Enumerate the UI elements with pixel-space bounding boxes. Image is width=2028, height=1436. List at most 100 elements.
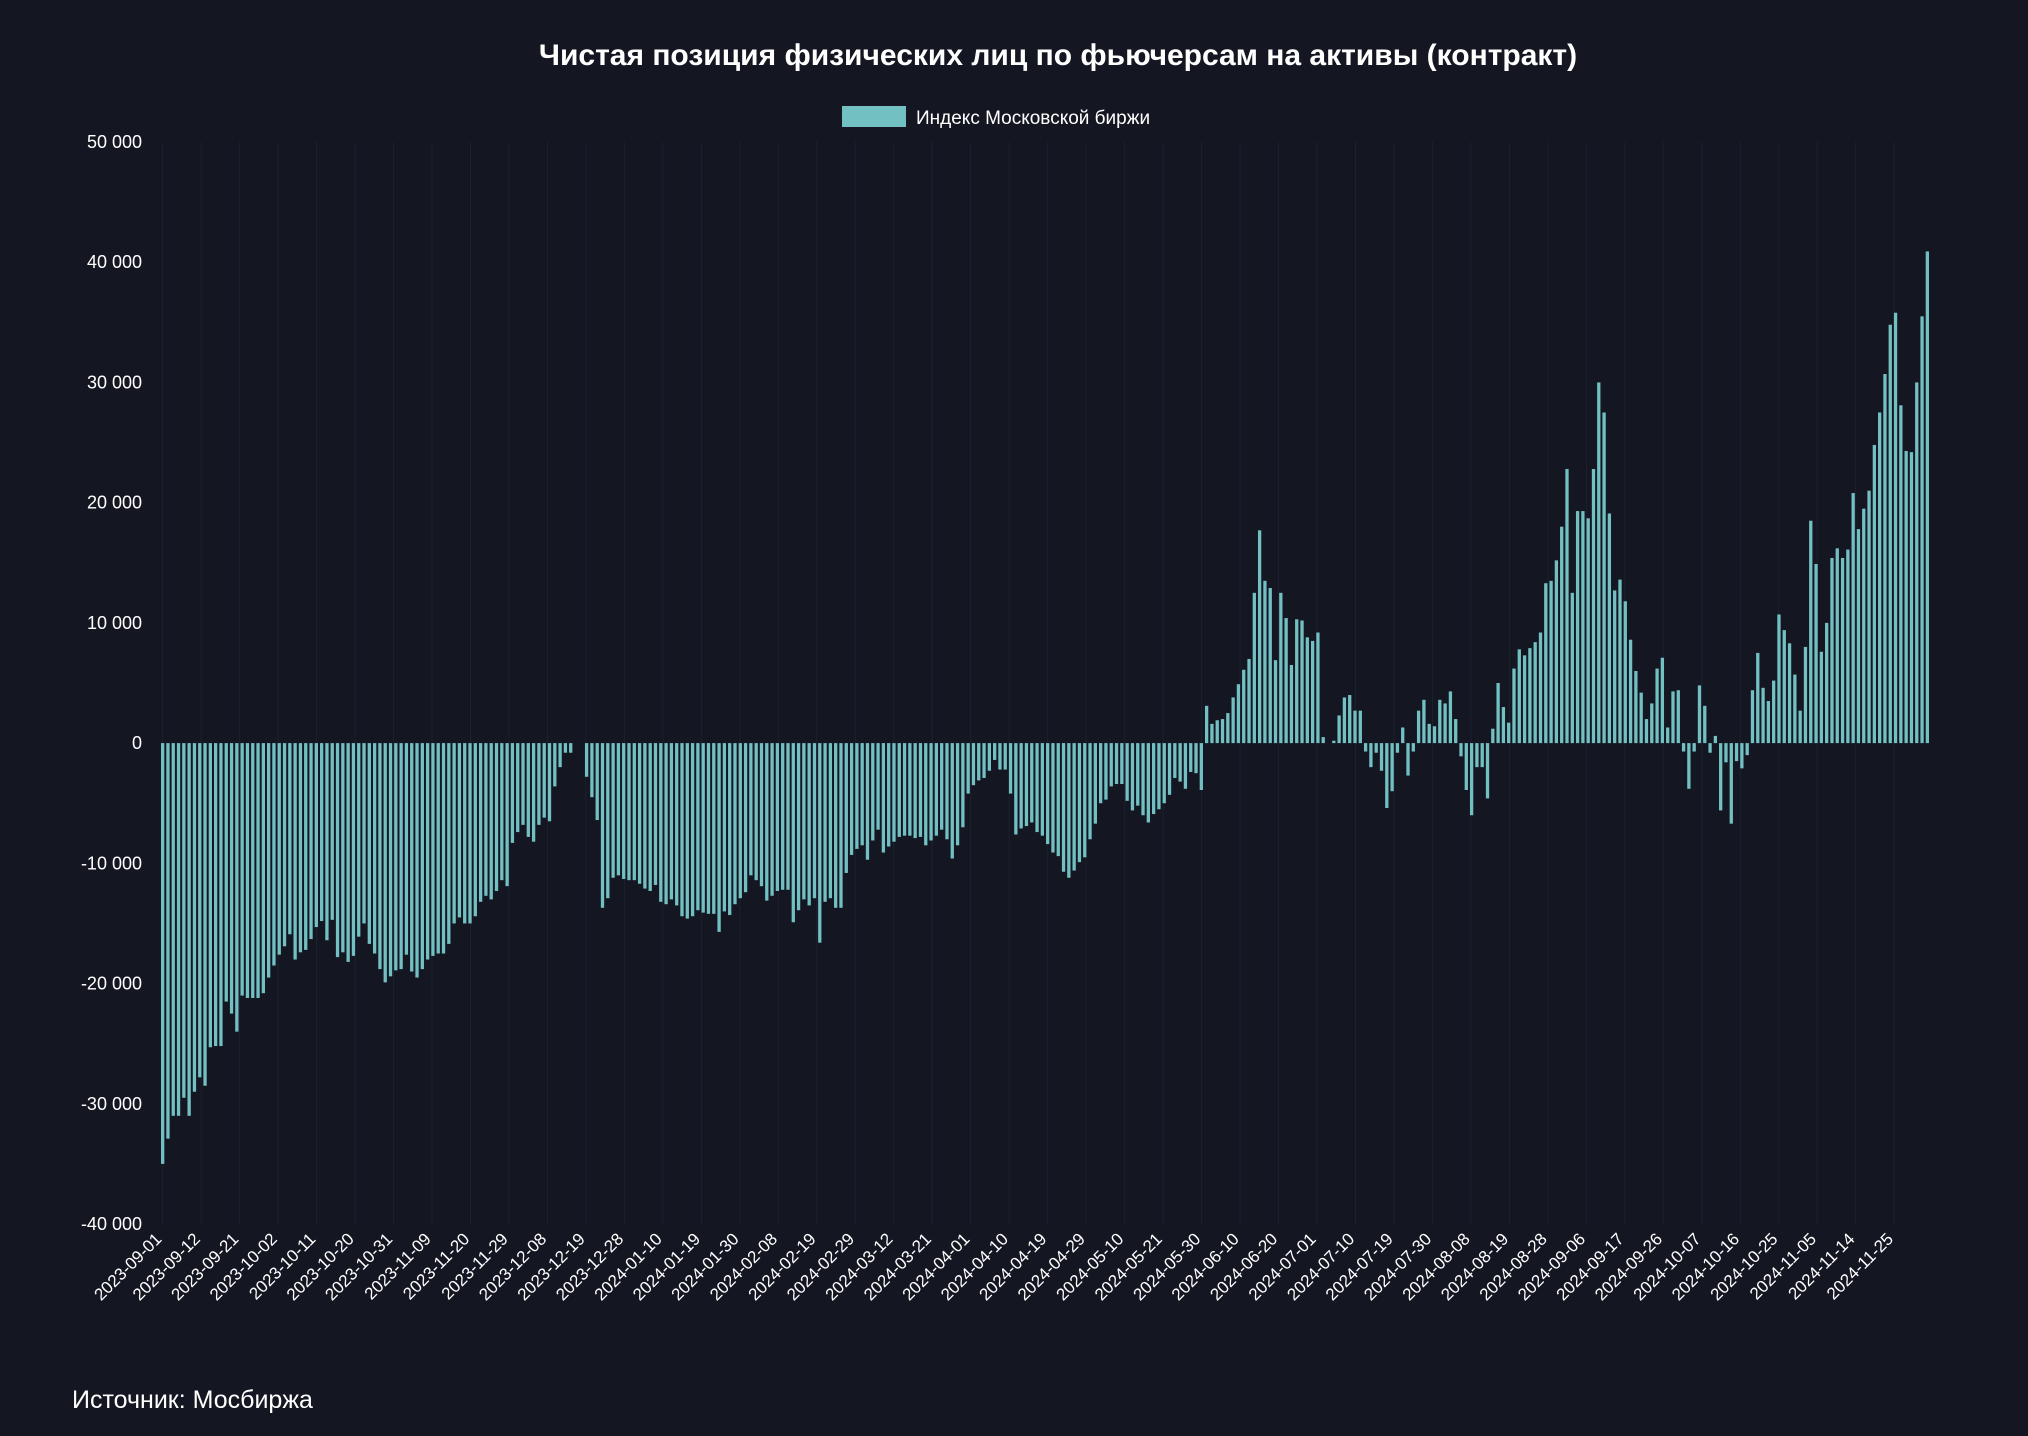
bar — [754, 743, 758, 881]
bar — [728, 743, 732, 916]
bar — [1549, 580, 1553, 744]
bar — [161, 743, 165, 1164]
bar — [1517, 649, 1521, 744]
bar — [1538, 632, 1543, 744]
bar — [1915, 382, 1919, 744]
bar — [934, 743, 939, 836]
y-tick-label: 20 000 — [87, 493, 142, 513]
bar — [1787, 643, 1792, 744]
bar — [1501, 707, 1506, 744]
y-axis: 50 000 40 000 30 000 20 000 10 000 0 -10 000 -2… — [81, 132, 142, 1234]
bar — [457, 743, 462, 918]
bar — [1316, 632, 1320, 744]
bar — [1692, 743, 1696, 752]
bar — [1862, 508, 1866, 744]
bar — [1120, 743, 1124, 784]
bar — [1639, 692, 1643, 744]
bar — [208, 743, 212, 1048]
bar — [664, 743, 668, 905]
bar — [1332, 740, 1336, 744]
bar — [1454, 719, 1458, 744]
bar — [1703, 705, 1707, 744]
bar — [971, 743, 976, 786]
bar — [1300, 620, 1304, 744]
bar — [277, 743, 281, 955]
chart-title: Чистая позиция физических лиц по фьючерс… — [539, 39, 1577, 72]
bar — [1533, 642, 1537, 744]
bar — [1194, 743, 1198, 774]
bar — [1676, 690, 1680, 744]
bar — [950, 743, 954, 859]
bar — [1570, 592, 1574, 744]
bar — [1756, 652, 1760, 744]
bar — [245, 743, 250, 998]
bar — [1750, 690, 1755, 744]
bar — [1199, 743, 1203, 790]
bar — [341, 743, 345, 953]
bar — [542, 743, 546, 818]
bar — [1008, 743, 1013, 794]
y-tick-label: 10 000 — [87, 613, 142, 633]
bar — [669, 743, 674, 900]
bar — [982, 743, 986, 778]
bar — [1204, 705, 1209, 744]
bar — [176, 743, 181, 1116]
bar — [1681, 743, 1686, 752]
bar — [404, 743, 409, 955]
bar — [383, 743, 387, 983]
bar — [1613, 590, 1617, 744]
bar — [855, 743, 859, 849]
bar — [298, 743, 303, 953]
bar — [595, 743, 599, 821]
bar — [537, 743, 541, 825]
bar — [346, 743, 350, 962]
bar — [272, 743, 276, 966]
bar — [887, 743, 891, 847]
bar — [1734, 743, 1739, 762]
bar — [1666, 727, 1670, 744]
bar — [240, 743, 244, 996]
bar — [643, 743, 647, 889]
bar — [1178, 743, 1182, 782]
bar — [1321, 737, 1325, 744]
bar — [1793, 674, 1797, 744]
bar — [335, 743, 340, 958]
bar — [1607, 513, 1612, 744]
y-tick-label: -30 000 — [81, 1094, 142, 1114]
bar — [1231, 697, 1235, 744]
bar — [1565, 469, 1569, 744]
bar — [690, 743, 695, 917]
bar — [722, 743, 727, 912]
bar — [701, 743, 705, 913]
bar — [1719, 743, 1723, 811]
bar — [261, 743, 265, 994]
bar — [622, 743, 626, 879]
bar — [759, 743, 764, 887]
bar — [1263, 580, 1267, 744]
bar — [521, 743, 525, 825]
bar — [1125, 743, 1129, 801]
bar — [897, 743, 901, 837]
bar — [1104, 743, 1108, 800]
bar — [717, 743, 721, 932]
bar — [1162, 743, 1166, 804]
bar — [1109, 743, 1113, 787]
bar — [478, 743, 483, 902]
bar — [1395, 743, 1400, 753]
bar — [1586, 518, 1590, 744]
bar — [1893, 312, 1898, 744]
bar — [844, 743, 848, 873]
y-tick-label: -20 000 — [81, 974, 142, 994]
bar — [171, 743, 175, 1116]
bar — [1072, 743, 1076, 871]
bar — [1522, 655, 1527, 744]
bar — [993, 743, 997, 760]
bar — [235, 743, 239, 1032]
bar — [1904, 450, 1908, 744]
bar — [378, 743, 382, 970]
bar — [1051, 743, 1055, 853]
bar — [966, 743, 970, 794]
bar — [1067, 743, 1071, 878]
bar — [1406, 743, 1410, 776]
bar — [1220, 719, 1225, 744]
